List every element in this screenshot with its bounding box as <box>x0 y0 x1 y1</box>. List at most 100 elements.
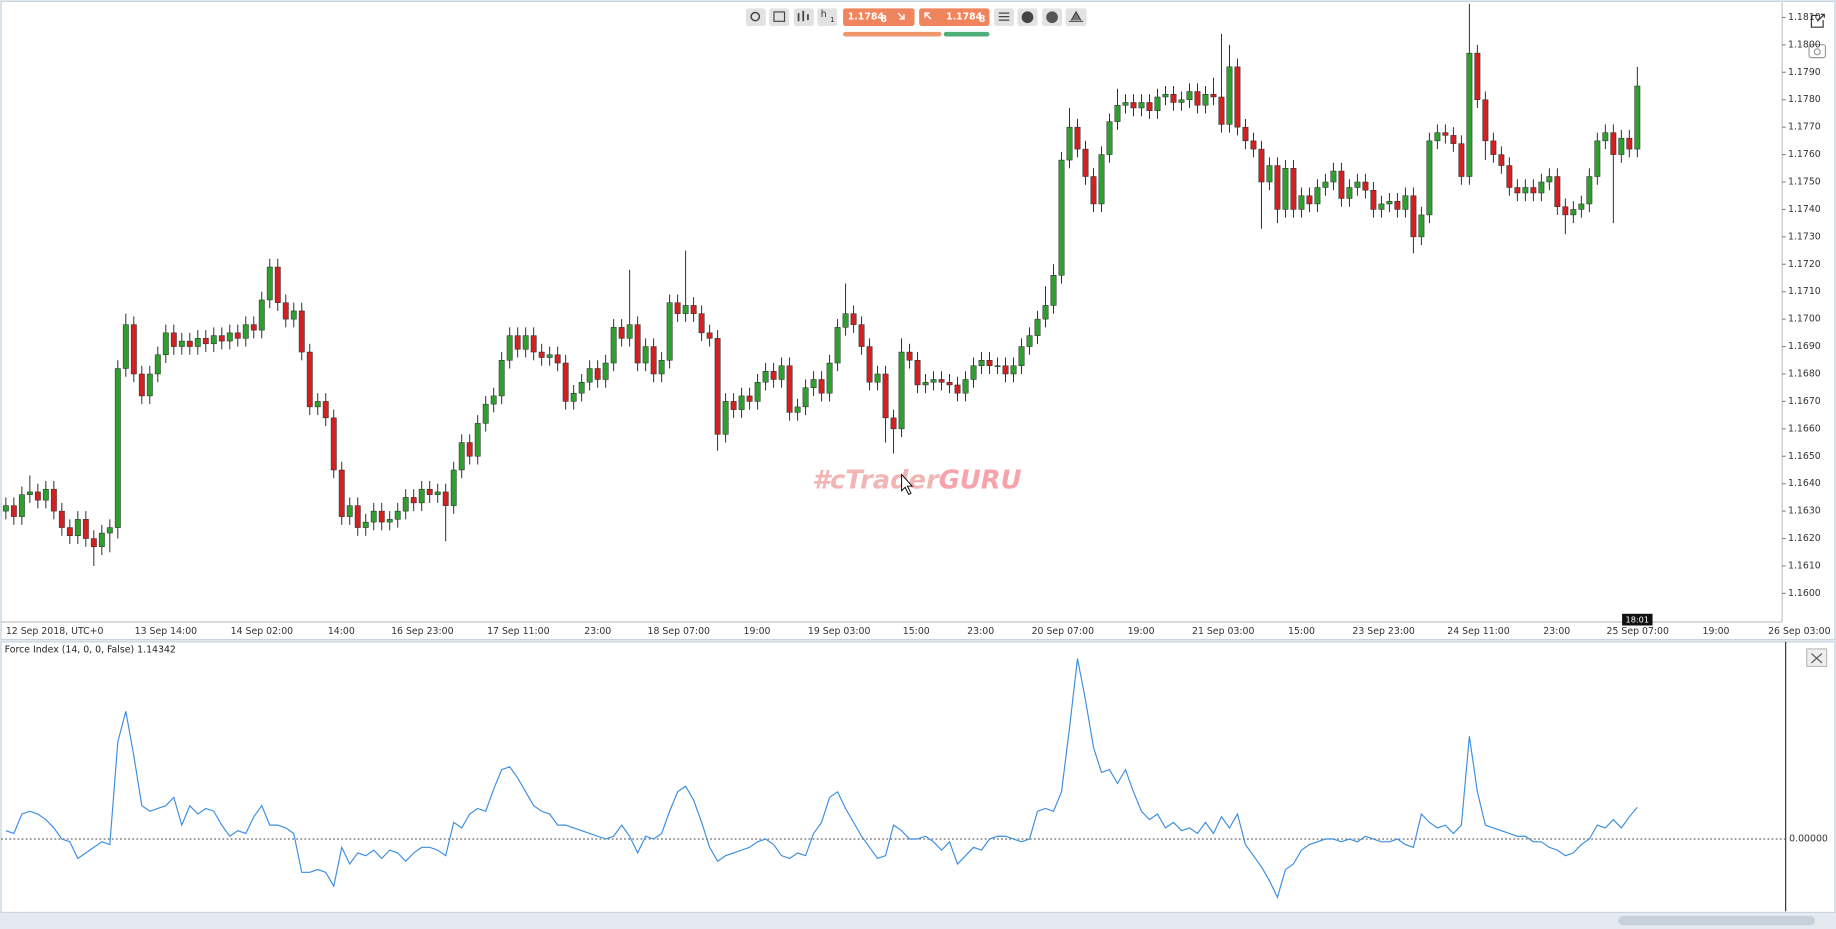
y-tick-label: 1.1700 <box>1788 314 1821 325</box>
scrollbar-track[interactable] <box>0 913 1836 929</box>
candle-body <box>1418 214 1425 238</box>
candle-body <box>650 346 657 375</box>
candle-body <box>1058 159 1065 276</box>
y-tick-label: 1.1780 <box>1788 94 1821 105</box>
x-tick-label: 15:00 <box>903 626 930 637</box>
candle-body <box>1090 176 1097 205</box>
scrollbar-thumb[interactable] <box>1618 915 1815 926</box>
y-tick-label: 1.1740 <box>1788 204 1821 215</box>
candle-body <box>1522 187 1529 194</box>
y-tick-label: 1.1620 <box>1788 533 1821 544</box>
candle-body <box>1154 96 1161 111</box>
x-tick-label: 19 Sep 03:00 <box>808 626 871 637</box>
candle-body <box>1346 187 1353 199</box>
candle-body <box>938 379 945 383</box>
x-tick-label: 16 Sep 23:00 <box>391 626 454 637</box>
candle-body <box>498 360 505 397</box>
y-tick-label: 1.1690 <box>1788 341 1821 352</box>
candle-body <box>1242 126 1249 142</box>
candle-body <box>714 338 721 435</box>
buy-button[interactable] <box>919 8 990 26</box>
candle-body <box>898 351 905 430</box>
screenshot-button[interactable] <box>769 8 790 26</box>
candle-body <box>834 327 841 364</box>
y-tick-label: 1.1710 <box>1788 286 1821 297</box>
candle-body <box>98 532 105 548</box>
x-tick-label: 23:00 <box>1543 626 1570 637</box>
indicator-title: Force Index (14, 0, 0, False) 1.14342 <box>5 645 176 656</box>
x-tick-label: 18 Sep 07:00 <box>648 626 711 637</box>
candle-body <box>130 324 137 375</box>
candle-body <box>1162 94 1169 98</box>
candle-body <box>50 488 57 512</box>
timeframe-button[interactable] <box>817 8 838 26</box>
candle-body <box>570 392 577 402</box>
candle-body <box>786 365 793 413</box>
candle-body <box>1514 187 1521 194</box>
candle-body <box>1290 168 1297 210</box>
screenshot-icon <box>773 11 786 22</box>
candle-body <box>794 406 801 413</box>
candle-body <box>1482 99 1489 142</box>
candle-body <box>1458 143 1465 177</box>
candle-body <box>1146 102 1153 111</box>
candle-body <box>290 310 297 320</box>
x-tick-label: 15:00 <box>1288 626 1315 637</box>
candle-body <box>66 527 73 537</box>
candle-body <box>1186 91 1193 100</box>
candle-body <box>42 488 49 501</box>
candle-body <box>1250 140 1257 150</box>
candle-body <box>1106 121 1113 155</box>
candle-body <box>914 360 921 386</box>
candle-body <box>930 379 937 383</box>
y-tick-label: 1.1790 <box>1788 67 1821 78</box>
candle-body <box>1202 94 1209 106</box>
candle-body <box>642 346 649 364</box>
candle-body <box>946 381 953 386</box>
candle-body <box>1210 94 1217 98</box>
candle-body <box>610 327 617 364</box>
candle-body <box>530 335 537 353</box>
candle-body <box>298 310 305 353</box>
y-tick-label: 1.1800 <box>1788 39 1821 50</box>
y-tick-label: 1.1670 <box>1788 396 1821 407</box>
candle-body <box>1314 187 1321 205</box>
chart-marks: 1.1600 1.1610 1.1620 1.1630 1.1640 1.1650 1.16… <box>1 3 1831 899</box>
candle-body <box>1298 195 1305 210</box>
candle-body <box>818 379 825 394</box>
candle-body <box>1218 96 1225 125</box>
candle-body <box>362 521 369 528</box>
candle-body <box>1442 132 1449 136</box>
candle-body <box>378 510 385 523</box>
y-tick-label: 1.1680 <box>1788 368 1821 379</box>
candle-body <box>1178 99 1185 103</box>
camera-button[interactable] <box>1808 44 1827 59</box>
x-tick-label: 19:00 <box>744 626 771 637</box>
candle-body <box>674 302 681 314</box>
candle-body <box>18 494 25 517</box>
candle-body <box>82 519 89 539</box>
candle-body <box>1042 305 1049 320</box>
candle-body <box>594 368 601 380</box>
candle-body <box>210 335 217 345</box>
candle-body <box>1306 195 1313 205</box>
zoom-button[interactable] <box>745 8 766 26</box>
candle-body <box>1170 94 1177 103</box>
candle-body <box>474 423 481 457</box>
candle-body <box>1050 275 1057 306</box>
candle-body <box>1634 85 1641 150</box>
candle-body <box>618 327 625 339</box>
candle-body <box>2 505 9 512</box>
candle-body <box>1466 52 1473 177</box>
timeframe-count: 1 <box>830 15 834 24</box>
price-panel <box>0 0 1836 641</box>
detach-icon <box>1810 13 1825 28</box>
candle-body <box>34 491 41 501</box>
candle-body <box>218 335 225 342</box>
zoom-icon <box>750 11 761 22</box>
candle-body <box>354 505 361 528</box>
candle-body <box>1490 140 1497 155</box>
sell-button[interactable] <box>843 8 915 26</box>
candle-body <box>626 324 633 339</box>
candle-body <box>1578 203 1585 210</box>
